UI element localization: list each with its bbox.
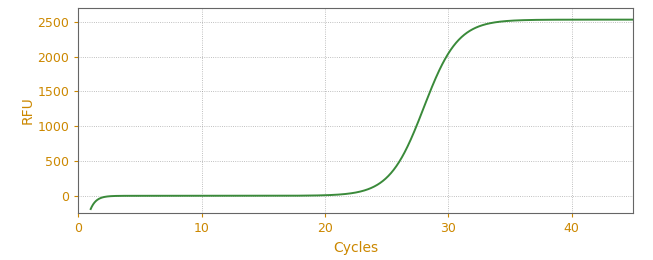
Y-axis label: RFU: RFU (21, 97, 35, 124)
X-axis label: Cycles: Cycles (333, 241, 379, 255)
